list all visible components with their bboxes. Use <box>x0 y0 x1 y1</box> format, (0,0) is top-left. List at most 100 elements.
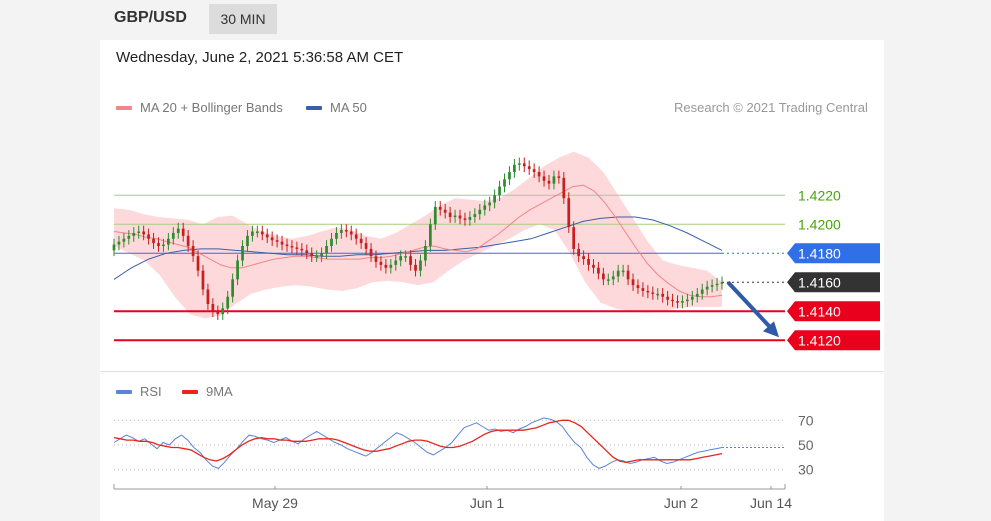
candle-body <box>290 246 294 248</box>
candle-body <box>602 273 605 280</box>
candle-body <box>335 232 338 239</box>
candle-body <box>522 163 526 167</box>
rsi-tick-70: 70 <box>798 412 814 428</box>
ma20-layer <box>113 184 723 298</box>
candle-body <box>404 256 408 258</box>
level-label-1.4180: 1.4180 <box>798 245 841 261</box>
candle-body <box>206 289 210 304</box>
candle-body <box>285 244 289 247</box>
level-label-1.4200: 1.4200 <box>798 216 841 232</box>
ma20-swatch <box>116 105 132 110</box>
candle-body <box>468 217 472 220</box>
candle-body <box>186 235 190 246</box>
time-label-may-29: May 29 <box>252 495 298 511</box>
candle-body <box>424 246 427 261</box>
candle-body <box>621 270 625 273</box>
candle-body <box>260 231 264 235</box>
ma50-layer <box>113 216 723 280</box>
candle-body <box>513 164 516 173</box>
candle-body <box>320 253 323 257</box>
candle-body <box>463 218 467 220</box>
price-levels: 1.4220 1.4200 1.4180 1.4160 1.4140 1.4120 <box>114 187 880 351</box>
candle-body <box>671 299 674 302</box>
candle-body <box>300 248 304 251</box>
candle-body <box>340 230 343 233</box>
candle-body <box>236 260 239 280</box>
candle-body <box>646 290 650 293</box>
candle-body <box>196 256 200 271</box>
legend-9ma-label: 9MA <box>206 384 233 399</box>
bollinger-band-area <box>114 151 722 319</box>
candle-body <box>690 296 694 300</box>
legend-9ma: 9MA <box>182 384 233 399</box>
candle-body <box>364 243 368 249</box>
candle-body <box>132 232 136 236</box>
candle-body <box>562 177 566 199</box>
ma50-swatch <box>306 105 322 110</box>
candle-body <box>181 228 185 236</box>
candle-body <box>241 246 244 261</box>
candle-body <box>265 234 269 238</box>
level-badge-1.4160 <box>787 272 880 293</box>
candle-body <box>191 246 195 257</box>
candle-body <box>246 235 249 246</box>
candle-body <box>448 212 452 217</box>
candle-body <box>137 231 141 233</box>
candle-body <box>493 195 496 203</box>
candle-body <box>508 172 511 180</box>
candle-body <box>305 250 309 254</box>
forecast-arrow-shaft <box>726 280 775 332</box>
candle-body <box>453 215 457 218</box>
candle-body <box>379 261 383 265</box>
candle-body <box>167 238 170 245</box>
candle-body <box>478 209 482 215</box>
time-axis: May 29 Jun 1 Jun 2 Jun 14 <box>113 484 792 511</box>
candle-body <box>369 248 373 257</box>
candle-body <box>310 253 314 257</box>
candle-body <box>344 230 348 232</box>
time-label-jun-14: Jun 14 <box>750 495 792 511</box>
time-label-jun-1: Jun 1 <box>470 495 504 511</box>
candle-body <box>438 206 442 210</box>
rsi-ma-line <box>113 419 723 463</box>
candle-body <box>592 264 595 268</box>
rsi-panel: 70 50 30 <box>113 412 814 478</box>
candle-body <box>577 248 581 257</box>
candle-body <box>162 244 165 247</box>
candle-body <box>567 198 571 228</box>
candle-body <box>517 163 521 165</box>
candle-body <box>498 186 501 196</box>
candle-body <box>582 256 585 260</box>
currency-pair-title: GBP/USD <box>114 9 187 26</box>
candle-body <box>428 224 432 246</box>
candle-body <box>211 304 215 312</box>
ma50-line <box>113 216 723 280</box>
candle-body <box>295 247 299 249</box>
candle-body <box>587 259 590 265</box>
legend-rsi-label: RSI <box>140 384 162 399</box>
candle-body <box>414 264 417 271</box>
candle-body <box>537 172 541 177</box>
timeframe-button[interactable]: 30 MIN <box>209 4 277 34</box>
level-label-1.4160: 1.4160 <box>798 274 841 290</box>
candle-body <box>606 279 610 281</box>
candle-body <box>315 256 319 258</box>
candle-body <box>176 228 180 233</box>
forecast-arrow-head <box>763 321 779 338</box>
candle-body <box>695 293 699 297</box>
candle-body <box>661 293 665 297</box>
candle-body <box>552 176 556 184</box>
legend-ma50-label: MA 50 <box>330 100 367 115</box>
rsi-tick-50: 50 <box>798 437 814 453</box>
legend-rsi: RSI <box>116 384 162 399</box>
candle-body <box>157 243 160 246</box>
date-line: Wednesday, June 2, 2021 5:36:58 AM CET <box>116 49 404 66</box>
candle-body <box>542 176 546 181</box>
candle-body <box>255 231 259 233</box>
candle-body <box>483 205 487 210</box>
rsi-line <box>113 417 723 469</box>
candle-body <box>532 169 536 173</box>
rsi-tick-30: 30 <box>798 462 814 478</box>
candle-body <box>270 237 274 241</box>
